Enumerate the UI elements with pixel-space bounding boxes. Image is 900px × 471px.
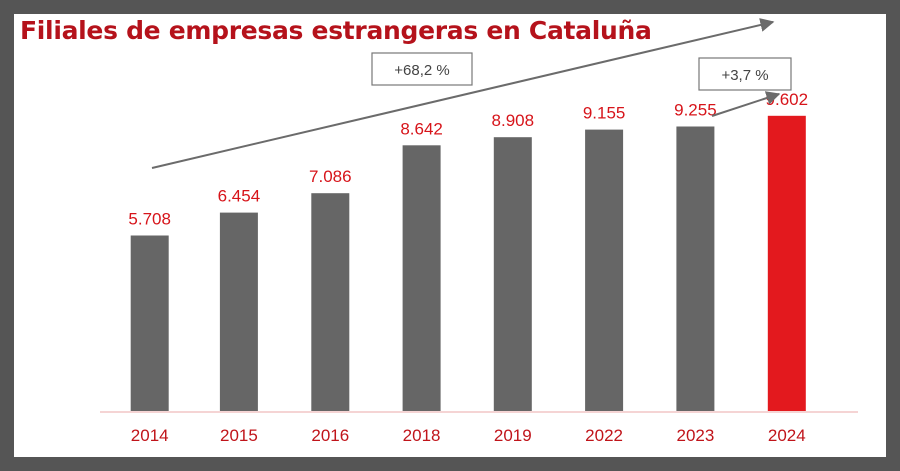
bar-2022 — [585, 129, 624, 411]
x-tick-label-2024: 2024 — [768, 426, 806, 445]
bar-2016 — [311, 193, 350, 411]
chart-title: Filiales de empresas estrangeras en Cata… — [20, 16, 652, 45]
growth-label-total: +68,2 % — [394, 62, 449, 79]
value-label-2015: 6.454 — [218, 187, 261, 206]
x-tick-label-2022: 2022 — [585, 426, 623, 445]
x-tick-label-2023: 2023 — [676, 426, 714, 445]
bar-2023 — [676, 126, 715, 411]
value-labels-group: 5.708 6.454 7.086 8.642 8.908 9.155 9.255 9.602 — [128, 90, 808, 229]
x-tick-label-2019: 2019 — [494, 426, 532, 445]
growth-box-total — [371, 52, 473, 86]
bar-2015 — [219, 212, 258, 411]
x-tick-label-2014: 2014 — [131, 426, 169, 445]
x-tick-label-2016: 2016 — [311, 426, 349, 445]
x-tick-label-2018: 2018 — [403, 426, 441, 445]
bar-2014 — [130, 235, 169, 411]
x-tick-labels-group: 2014 2015 2016 2018 2019 2022 2023 2024 — [131, 426, 806, 445]
bar-2019 — [493, 137, 532, 411]
growth-box-yoy — [698, 57, 792, 91]
x-tick-label-2015: 2015 — [220, 426, 258, 445]
growth-arrow-total — [151, 18, 775, 169]
value-label-2019: 8.908 — [492, 111, 535, 130]
value-label-2018: 8.642 — [400, 119, 443, 138]
value-label-2022: 9.155 — [583, 104, 626, 123]
bar-2018 — [402, 145, 441, 412]
growth-label-yoy: +3,7 % — [721, 67, 768, 84]
bar-2024 — [767, 115, 806, 412]
growth-arrow-yoy — [711, 91, 781, 117]
bars-group — [100, 115, 858, 413]
growth-callouts-group: +68,2 % +3,7 % — [151, 18, 792, 169]
value-label-2014: 5.708 — [128, 210, 171, 229]
value-label-2024: 9.602 — [766, 90, 809, 109]
value-label-2016: 7.086 — [309, 167, 352, 186]
value-label-2023: 9.255 — [674, 101, 717, 120]
